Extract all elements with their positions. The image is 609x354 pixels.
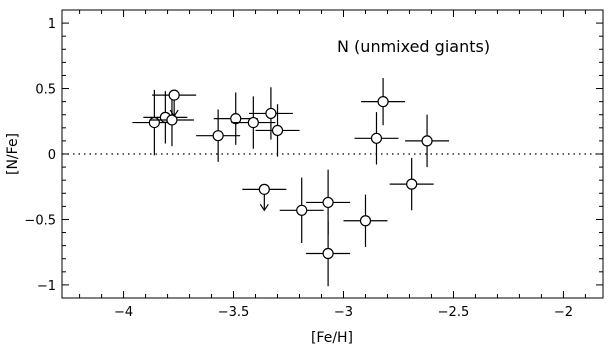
point-marker [247,116,259,129]
data-point [306,220,351,287]
data-points [132,78,450,287]
point-marker [271,124,284,137]
upper-limit-arrow-head [169,109,179,118]
data-point [405,114,450,168]
point-marker [265,107,277,120]
data-point [389,157,434,211]
x-tick-label: −3.5 [218,305,250,320]
point-marker [168,89,180,101]
y-tick-label: −1 [37,279,56,294]
data-point [152,89,197,118]
point-marker [377,96,389,108]
data-point [255,104,300,157]
data-point [279,177,324,244]
point-marker [359,215,372,227]
point-marker [212,130,224,142]
data-point [149,93,194,147]
point-marker [166,114,178,126]
x-axis-label: [Fe/H] [311,330,353,346]
data-point [242,183,287,212]
data-point [213,92,258,145]
y-tick-label: 1 [48,17,56,32]
point-marker [322,247,334,260]
annotation-label: N (unmixed giants) [337,37,490,56]
point-marker [421,135,433,147]
point-marker [370,132,383,144]
point-marker [322,196,334,209]
x-tick-label: −3 [334,305,353,320]
data-point [361,78,406,126]
data-point [343,194,388,247]
y-tick-label: 0.5 [35,83,56,98]
point-marker [406,178,418,190]
x-tick-label: −2 [554,305,573,320]
point-marker [148,116,160,129]
data-point [248,87,293,140]
data-point [143,91,188,144]
upper-limit-arrow-head [259,204,269,212]
data-point [354,112,399,165]
x-tick-label: −4 [114,305,133,320]
point-marker [296,204,308,216]
point-marker [230,113,242,125]
y-tick-label: 0 [48,148,56,163]
data-point [231,96,276,149]
point-marker [258,183,270,195]
y-axis-label: [N/Fe] [5,133,21,175]
x-tick-label: −2.5 [438,305,470,320]
data-point [306,169,351,236]
axis-ticks: −4 −3.5 −3 −2.5 −2 −1 −0.5 0 0.5 1 [24,9,603,320]
y-tick-label: −0.5 [24,213,56,228]
